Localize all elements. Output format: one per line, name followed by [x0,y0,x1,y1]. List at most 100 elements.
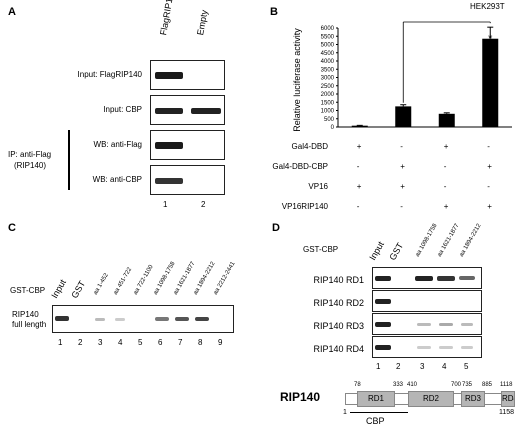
row-label-wb-anti-cbp: WB: anti-CBP [92,175,142,184]
band [195,317,209,321]
condition-sign: - [400,202,403,211]
condition-sign: - [487,182,490,191]
gst-cbp-label-c: GST-CBP [10,286,46,295]
cbp-interaction-line [350,412,408,413]
y-tick-label: 3500 [321,67,335,73]
band [439,346,453,349]
c-lane-label: Input [49,277,69,300]
condition-sign: + [356,182,362,191]
y-tick-label: 2000 [321,92,335,98]
condition-label: VP16RIP140 [281,202,328,211]
condition-sign: - [487,142,490,151]
band [55,316,69,321]
row-label-wb-anti-flag: WB: anti-Flag [93,140,142,149]
condition-sign: + [487,162,492,171]
c-lane-label: aa 2212-2441 [212,260,237,296]
y-tick-label: 5500 [321,34,335,40]
domain-rd1: RD1 [357,391,395,407]
band [375,322,391,327]
band [191,108,221,114]
blot-input-flagrip140 [150,60,225,90]
y-tick-label: 1000 [321,109,335,115]
lane-number-2: 2 [201,200,206,209]
blot-wb-anti-flag [150,130,225,160]
c-lane-number: 1 [58,338,63,347]
band [375,276,391,281]
blot-input-cbp [150,95,225,125]
domain-rd3: RD3 [461,391,485,407]
band [375,345,391,350]
d-lane-label: GST [387,240,406,262]
d-lane-number: 4 [442,362,447,371]
blot-wb-anti-cbp [150,165,225,195]
band [155,142,183,149]
y-tick-label: 2500 [321,84,335,90]
condition-sign: + [487,202,492,211]
blot-rd4 [372,336,482,358]
d-lane-label: Input [367,239,387,262]
y-tick-label: 1500 [321,100,335,106]
band [417,346,431,349]
pos-end: 1158 [499,409,515,416]
bar [351,125,368,127]
pos-700: 700 [451,382,462,388]
y-ticks: 0 500 1000 1500 2000 2500 3000 3500 4000 4500 5000… [321,26,338,131]
gst-cbp-label-d: GST-CBP [303,245,339,254]
panel-d-label: D [272,222,280,234]
blot-c [52,305,234,333]
blot-rd3 [372,313,482,335]
condition-sign: - [356,202,360,211]
pos-start: 1 [343,409,347,416]
domain-rd4: RD4 [501,391,515,407]
condition-label: Gal4-DBD-CBP [272,162,328,171]
c-lane-number: 4 [118,338,123,347]
row-label-rd1: RIP140 RD1 [313,275,364,285]
lane-label-flagrip140: FlagRIP140 [158,0,177,36]
pos-885: 885 [482,382,493,388]
bars [351,26,499,127]
band [459,276,475,280]
condition-sign: - [400,142,403,151]
lane-number-1: 1 [163,200,168,209]
c-lane-number: 9 [218,338,223,347]
y-tick-label: 4500 [321,51,335,57]
row-label-rd2: RIP140 RD2 [313,298,364,308]
condition-label: VP16 [308,182,328,191]
d-lane-number: 3 [420,362,425,371]
significance-star: * [488,33,493,45]
band [417,323,431,326]
condition-sign: + [443,202,449,211]
y-tick-label: 500 [324,117,335,123]
y-axis-label: Relative luciferase activity [292,28,302,132]
y-tick-label: 0 [331,125,335,131]
c-lane-label: aa 722-1100 [132,264,155,296]
y-tick-label: 6000 [321,26,335,32]
d-lane-label: aa 1894-2212 [458,222,483,258]
c-lane-number: 5 [138,338,143,347]
condition-sign: + [400,182,405,191]
condition-sign: - [356,162,360,171]
row-label-rd4: RIP140 RD4 [313,344,364,354]
pos-735: 735 [462,382,473,388]
full-length-label: full length [12,320,47,329]
domain-rd2: RD2 [408,391,454,407]
band [375,299,391,304]
band [461,323,473,326]
d-lane-label: aa 1621-1877 [436,222,461,258]
band [439,323,453,326]
band [115,318,125,321]
ip-bracket [68,130,70,190]
panel-c-label: C [8,222,16,234]
condition-label: Gal4-DBD [291,142,328,151]
bar [395,106,412,127]
band [155,72,183,79]
ip-label: IP: anti-Flag [8,150,52,159]
band [155,108,183,114]
bar [438,113,455,127]
bar [482,38,499,127]
pos-1118: 1118 [500,382,513,388]
rip140-label: RIP140 [12,310,39,319]
band [155,178,183,184]
d-lane-label: aa 1098-1758 [414,222,439,258]
luciferase-bar-chart: Relative luciferase activity 0 500 1000 150… [292,21,512,132]
